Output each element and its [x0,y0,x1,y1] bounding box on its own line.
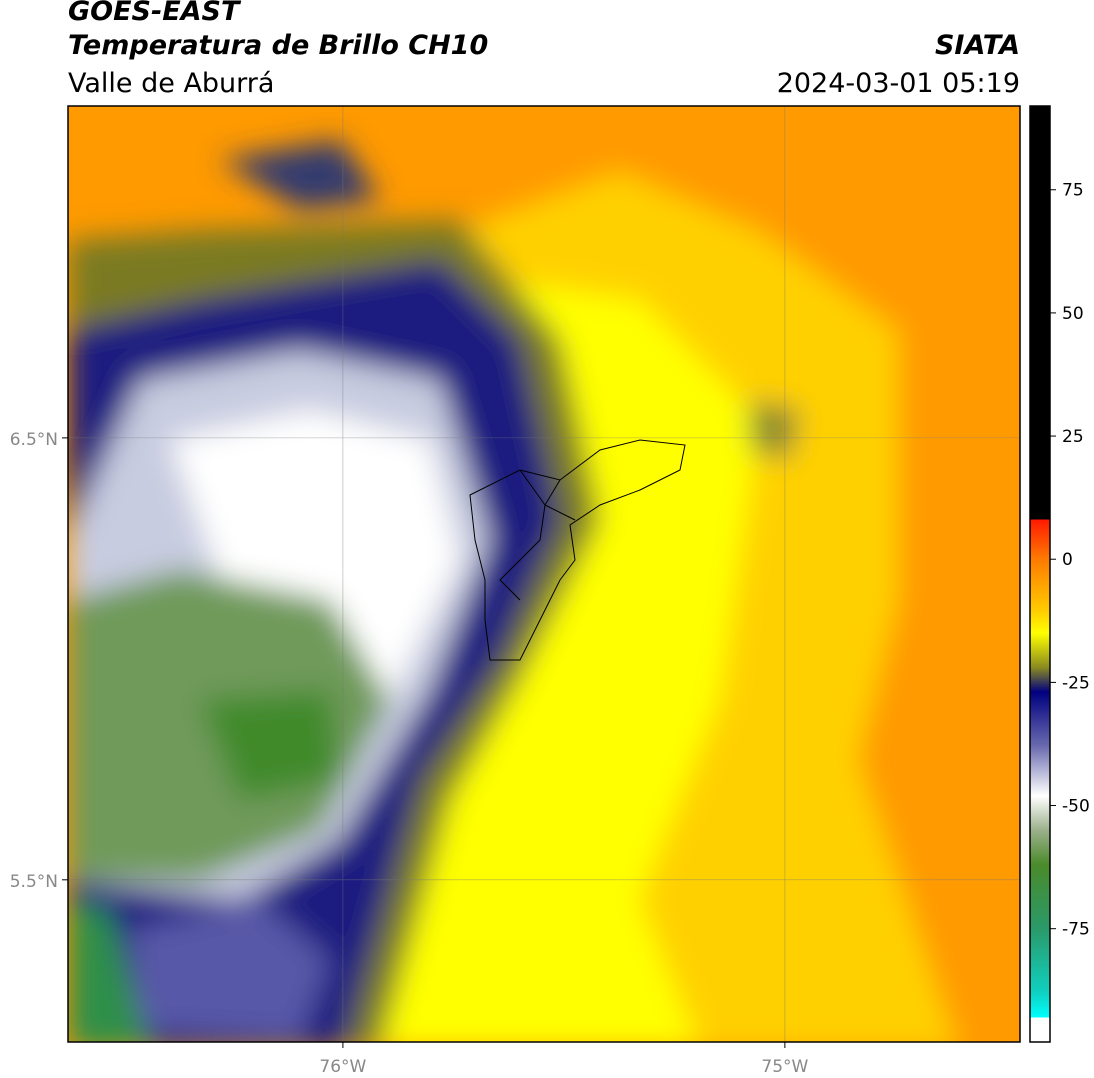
colorbar [1029,105,1051,1043]
map-image [68,106,1020,1042]
colorbar-tick-label: 25 [1062,427,1084,447]
municipal-boundaries [469,439,686,661]
y-tick-label: 6.5°N [10,430,58,450]
x-tick-label: 76°W [319,1057,366,1077]
colorbar-tick-label: 50 [1062,304,1084,324]
source: SIATA [935,30,1020,61]
colorbar-tick-label: -75 [1062,920,1090,940]
colorbar-tick-label: -50 [1062,797,1090,817]
municipal-boundaries [499,469,576,601]
colorbar-tick-label: -25 [1062,673,1090,693]
y-tick-label: 5.5°N [10,872,58,892]
subtitle: Temperatura de Brillo CH10 [68,30,488,61]
colorbar-tick-label: 0 [1062,550,1073,570]
x-tick-label: 75°W [761,1057,808,1077]
datetime: 2024-03-01 05:19 [777,68,1020,99]
region: Valle de Aburrá [68,68,274,99]
colorbar-tick-label: 75 [1062,181,1084,201]
map-frame [67,105,1021,1043]
title: GOES-EAST [68,0,242,27]
